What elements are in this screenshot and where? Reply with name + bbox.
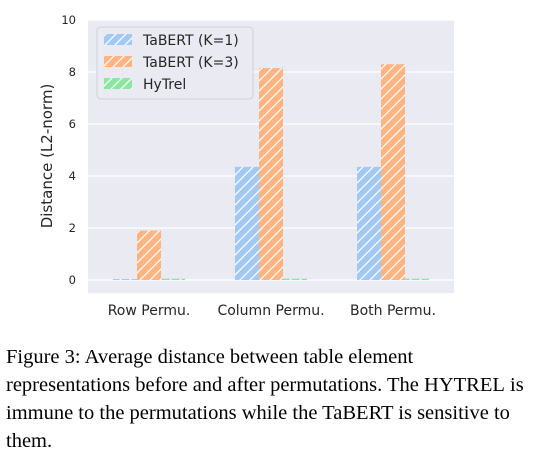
bar-chart: 0 2 4 6 8 10 Row Permu. Column Permu. Both Perm…	[38, 13, 454, 319]
caption-hytrel: HYTREL	[424, 374, 505, 396]
y-ticks: 0 2 4 6 8 10	[61, 13, 76, 287]
y-axis-label: Distance (L2-norm)	[38, 84, 56, 229]
caption-hytrel-t: T	[453, 374, 467, 396]
y-tick-label: 10	[61, 13, 76, 27]
bar-hatch-1-0	[137, 230, 161, 280]
legend-swatch-hatch-2	[104, 78, 132, 89]
bar-hatch-1-1	[259, 68, 283, 280]
bar-hatch-0-2	[357, 166, 381, 280]
figure-caption: Figure 3: Average distance between table…	[6, 343, 532, 455]
legend-label-1: TaBERT (K=3)	[142, 55, 239, 71]
caption-text-2: is immune to the permutations while the …	[6, 374, 524, 452]
bar-hatch-0-1	[235, 166, 259, 280]
caption-text-1: Average distance between table element r…	[6, 346, 419, 396]
legend: TaBERT (K=1) TaBERT (K=3) HyTrel	[96, 26, 254, 100]
legend-swatch-hatch-1	[104, 56, 132, 67]
x-tick-label: Both Permu.	[350, 303, 436, 319]
y-tick-label: 6	[69, 117, 76, 131]
legend-box	[96, 26, 254, 100]
bar-hatch-2-1	[283, 278, 307, 280]
bar-hatch-0-0	[113, 279, 137, 280]
bar-hatch-2-0	[161, 278, 185, 280]
bar-hatch-2-2	[405, 278, 429, 280]
legend-label-2: HyTrel	[143, 77, 186, 93]
x-tick-label: Column Permu.	[217, 303, 324, 319]
legend-swatch-hatch-0	[104, 34, 132, 45]
y-tick-label: 8	[69, 65, 76, 79]
y-tick-label: 4	[69, 169, 76, 183]
y-tick-label: 0	[69, 273, 76, 287]
caption-hytrel-h: H	[424, 374, 439, 396]
legend-label-0: TaBERT (K=1)	[142, 33, 239, 49]
bars	[113, 64, 429, 280]
x-tick-label: Row Permu.	[108, 303, 191, 319]
y-tick-label: 2	[69, 221, 76, 235]
caption-hytrel-rel: REL	[466, 374, 505, 396]
caption-hytrel-y: Y	[438, 374, 454, 396]
caption-label: Figure 3:	[6, 346, 81, 368]
x-ticks: Row Permu. Column Permu. Both Permu.	[108, 303, 436, 319]
bar-hatch-1-2	[381, 64, 405, 280]
